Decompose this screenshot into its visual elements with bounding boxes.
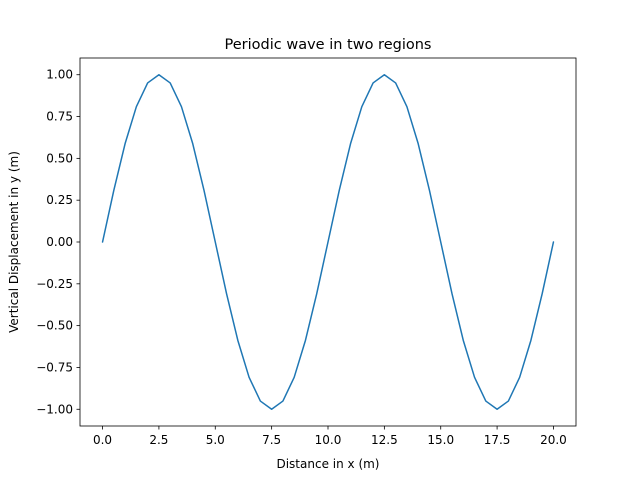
y-tick-label: 0.00 [46, 235, 73, 249]
y-tick-label: 0.75 [46, 110, 73, 124]
y-tick-label: 0.50 [46, 151, 73, 165]
plot-area [101, 73, 555, 411]
x-tick-label: 12.5 [371, 433, 398, 447]
y-axis-label: Vertical Displacement in y (m) [7, 151, 21, 333]
chart-title: Periodic wave in two regions [225, 37, 432, 53]
y-tick-label: 1.00 [46, 68, 73, 82]
x-axis-label: Distance in x (m) [276, 457, 379, 471]
x-tick-label: 0.0 [93, 433, 112, 447]
x-tick-label: 20.0 [540, 433, 567, 447]
y-tick-label: −0.25 [36, 277, 73, 291]
y-tick-label: −0.75 [36, 360, 73, 374]
y-tick-label: 0.25 [46, 193, 73, 207]
x-tick-label: 7.5 [262, 433, 281, 447]
y-tick-label: −0.50 [36, 319, 73, 333]
x-tick-label: 10.0 [315, 433, 342, 447]
x-tick-label: 15.0 [427, 433, 454, 447]
axis-ticks: 0.0 2.5 5.0 7.5 10.0 12.5 15.0 17.5 20.0 −1.00 −0.… [36, 68, 567, 447]
y-tick-label: −1.00 [36, 402, 73, 416]
x-tick-label: 17.5 [484, 433, 511, 447]
x-tick-label: 2.5 [149, 433, 168, 447]
series-line-0 [101, 73, 555, 411]
x-tick-label: 5.0 [206, 433, 225, 447]
axes-frame [79, 57, 577, 427]
